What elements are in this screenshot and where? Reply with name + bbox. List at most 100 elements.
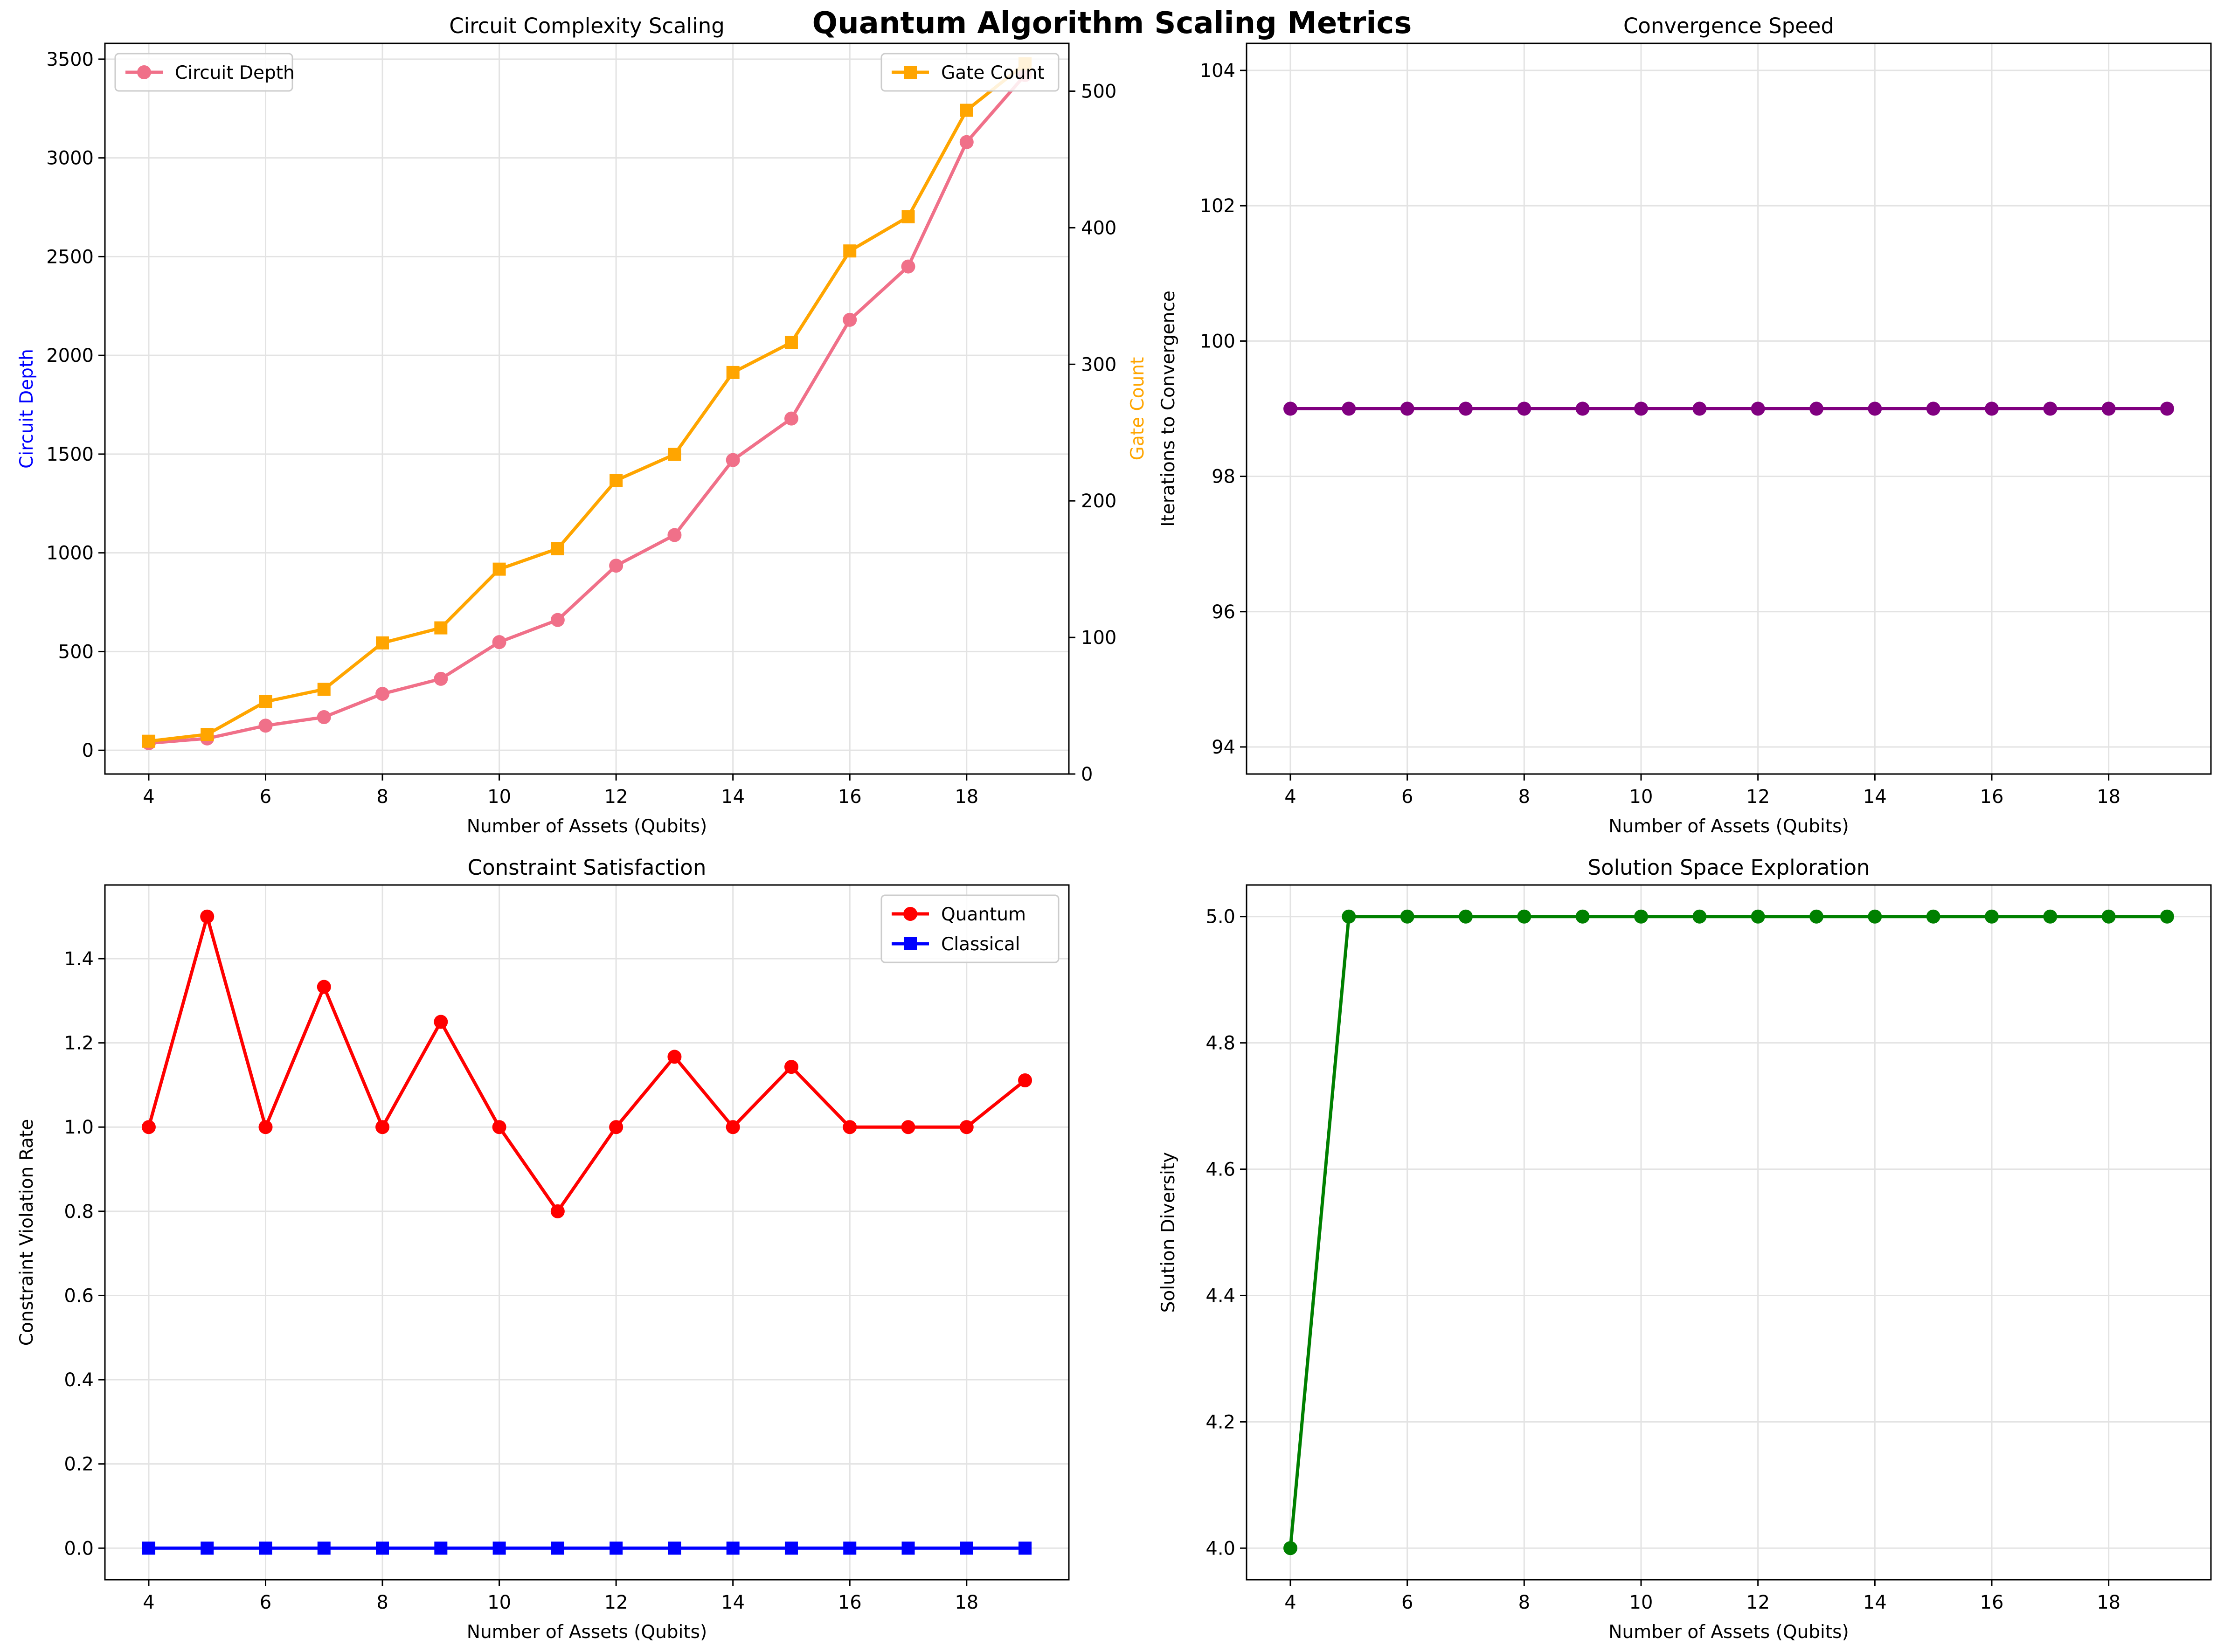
x-tick-label: 6: [1401, 786, 1413, 808]
axes-frame: [104, 42, 1070, 775]
data-point: [2160, 909, 2174, 924]
data-point: [375, 1120, 390, 1134]
data-point: [784, 411, 798, 426]
data-point: [1459, 909, 1473, 924]
y-tick-label: 2500: [46, 246, 94, 268]
data-point: [142, 1541, 155, 1555]
y2-axis-label: Gate Count: [1127, 357, 1148, 461]
data-point: [959, 1120, 974, 1134]
data-point: [551, 1541, 564, 1555]
data-point: [843, 1541, 857, 1555]
subplot-4: 4 6 8 10 12 14 16 18 4.0 4.2 4.4 4.6 4.8 5.0 Solution …: [1158, 855, 2212, 1643]
y-tick-label: 98: [1212, 466, 1235, 488]
legend-box: [114, 53, 293, 92]
y2-tick-label: 0: [1081, 764, 1093, 785]
y-tick-label: 4.8: [1206, 1033, 1235, 1054]
data-point: [259, 695, 272, 708]
series-circuit-depth: [141, 68, 1032, 750]
data-point: [492, 1120, 506, 1134]
data-point: [843, 312, 857, 327]
data-point: [1517, 909, 1531, 924]
legend: Gate Count: [880, 53, 1060, 92]
y-tick-label: 3500: [46, 49, 94, 70]
data-point: [1926, 909, 1940, 924]
data-point: [1809, 401, 1823, 416]
axes-frame: [1246, 884, 2212, 1581]
y-tick-label: 4.2: [1206, 1411, 1235, 1433]
y2-tick-label: 300: [1081, 354, 1116, 375]
data-point: [141, 1120, 156, 1134]
y-tick-label: 104: [1200, 60, 1235, 82]
data-point: [1400, 909, 1414, 924]
data-point: [784, 1060, 798, 1074]
x-tick-label: 8: [1518, 1592, 1530, 1613]
y-tick-label: 1.2: [64, 1033, 94, 1054]
data-point: [201, 1541, 214, 1555]
data-point: [2101, 909, 2116, 924]
y2-tick-label: 500: [1081, 81, 1116, 103]
data-point: [667, 1050, 682, 1064]
legend-label: Gate Count: [941, 62, 1045, 83]
x-tick-label: 12: [604, 786, 628, 808]
data-point: [434, 621, 448, 635]
data-point: [609, 1120, 624, 1134]
legend-label: Classical: [941, 934, 1020, 955]
legend-label: Circuit Depth: [175, 62, 295, 83]
data-point: [843, 244, 857, 258]
data-point: [200, 909, 215, 924]
data-point: [1692, 909, 1707, 924]
data-point: [1868, 909, 1882, 924]
y-tick-label: 102: [1200, 195, 1235, 217]
data-point: [142, 734, 155, 748]
data-point: [1018, 1073, 1032, 1088]
data-point: [610, 474, 623, 487]
x-tick-label: 8: [1518, 786, 1530, 808]
legend-label: Quantum: [941, 904, 1026, 925]
y-tick-label: 96: [1212, 601, 1235, 623]
x-tick-label: 12: [1746, 786, 1770, 808]
data-point: [376, 636, 389, 650]
data-point: [1985, 909, 1999, 924]
series-line: [148, 62, 1026, 743]
data-point: [726, 1120, 740, 1134]
x-axis-label: Number of Assets (Qubits): [1608, 816, 1849, 837]
subplot-title: Convergence Speed: [1623, 14, 1834, 38]
y-tick-label: 0.4: [64, 1369, 94, 1391]
data-point: [1400, 401, 1414, 416]
y2-tick-label: 100: [1081, 627, 1116, 649]
y-tick-label: 4.0: [1206, 1538, 1235, 1559]
y-tick-label: 100: [1200, 331, 1235, 352]
data-point: [901, 259, 915, 274]
data-point: [901, 1541, 915, 1555]
x-tick-label: 16: [1980, 786, 2004, 808]
data-point: [492, 635, 506, 650]
y-axis-label: Iterations to Convergence: [1158, 290, 1179, 527]
x-axis-label: Number of Assets (Qubits): [1608, 1622, 1849, 1643]
x-tick-label: 18: [2097, 786, 2120, 808]
data-point: [550, 613, 565, 627]
y2-tick-label: 200: [1081, 491, 1116, 512]
x-tick-label: 4: [143, 1592, 154, 1613]
x-tick-label: 16: [838, 1592, 862, 1613]
x-tick-label: 12: [1746, 1592, 1770, 1613]
data-point: [1575, 909, 1590, 924]
data-point: [1751, 909, 1765, 924]
x-tick-label: 14: [721, 786, 745, 808]
y-tick-label: 1.0: [64, 1117, 94, 1138]
data-point: [1342, 401, 1356, 416]
x-tick-label: 14: [1863, 786, 1887, 808]
y-tick-label: 0.2: [64, 1454, 94, 1475]
y-axis-label: Constraint Violation Rate: [16, 1119, 37, 1346]
x-tick-label: 18: [955, 1592, 978, 1613]
data-point: [726, 453, 740, 467]
y-tick-label: 3000: [46, 148, 94, 169]
x-tick-label: 8: [376, 786, 388, 808]
data-point: [1283, 401, 1297, 416]
x-tick-label: 18: [955, 786, 978, 808]
data-point: [1283, 1541, 1297, 1555]
y-axis-label: Circuit Depth: [16, 349, 37, 469]
x-tick-label: 4: [143, 786, 154, 808]
data-point: [668, 1541, 681, 1555]
x-tick-label: 12: [604, 1592, 628, 1613]
